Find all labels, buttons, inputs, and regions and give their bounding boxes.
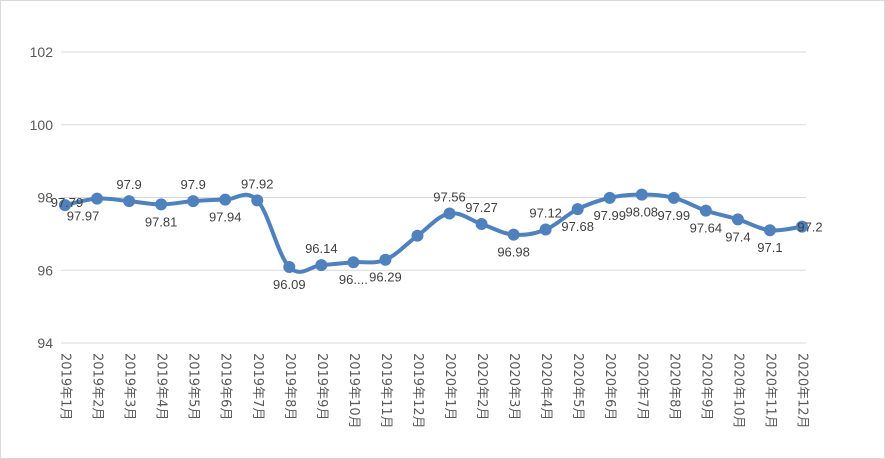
y-tick-label: 98 [37, 190, 53, 206]
data-label: 97.79 [51, 195, 84, 210]
data-point [539, 223, 552, 236]
x-tick-label: 2020年8月 [666, 353, 681, 420]
data-point [155, 198, 168, 211]
data-point [571, 203, 584, 216]
x-tick-label: 2020年12月 [795, 353, 810, 429]
data-label: 96.14 [305, 241, 338, 256]
data-label: 97.94 [209, 210, 242, 225]
data-point [667, 191, 680, 204]
data-label: 97.27 [465, 200, 498, 215]
x-tick-label: 2019年9月 [314, 353, 329, 420]
x-tick-label: 2019年6月 [218, 353, 233, 420]
x-tick-label: 2020年4月 [538, 353, 553, 420]
x-tick-label: 2019年7月 [250, 353, 265, 420]
x-tick-label: 2020年10月 [730, 353, 745, 429]
data-label: 96.29 [369, 270, 402, 285]
data-point [763, 224, 776, 237]
data-point [123, 195, 136, 208]
data-label: 97.56 [433, 190, 466, 205]
data-label: 97.4 [725, 229, 750, 244]
x-axis-ticks: 2019年1月 2019年2月 2019年3月 2019年4月 2019年5月 2019年… [58, 353, 810, 429]
data-point [251, 194, 264, 207]
data-label: 97.81 [145, 214, 178, 229]
x-tick-label: 2019年2月 [90, 353, 105, 420]
data-label: 96.... [339, 272, 368, 287]
y-tick-label: 94 [37, 335, 53, 351]
data-point [379, 253, 392, 266]
data-point [603, 191, 616, 204]
y-tick-label: 100 [30, 117, 54, 133]
data-point [219, 193, 232, 206]
x-tick-label: 2019年8月 [282, 353, 297, 420]
x-tick-label: 2020年2月 [474, 353, 489, 420]
data-point [796, 220, 808, 233]
data-label: 98.08 [626, 205, 659, 220]
data-label: 97.68 [561, 219, 594, 234]
x-tick-label: 2019年4月 [154, 353, 169, 420]
x-tick-label: 2019年11月 [378, 353, 393, 429]
data-point [443, 207, 456, 220]
data-label: 97.97 [67, 209, 100, 224]
x-tick-label: 2020年7月 [634, 353, 649, 420]
data-point [635, 188, 648, 201]
data-point [283, 260, 296, 273]
y-tick-label: 96 [37, 262, 53, 278]
x-tick-label: 2019年12月 [410, 353, 425, 429]
y-axis-ticks: 94 96 98 100 102 [30, 44, 54, 351]
data-label: 97.64 [690, 221, 723, 236]
data-label: 97.99 [593, 208, 626, 223]
x-tick-label: 2020年11月 [762, 353, 777, 429]
data-label: 97.92 [241, 176, 274, 191]
data-point [475, 218, 488, 231]
data-point [91, 192, 104, 205]
y-tick-label: 102 [30, 44, 54, 60]
data-point [507, 228, 520, 241]
data-label: 97.9 [116, 177, 141, 192]
data-points [59, 188, 808, 273]
x-tick-label: 2020年9月 [698, 353, 713, 420]
data-point [699, 204, 712, 217]
data-label: 96.09 [273, 277, 306, 292]
data-point [187, 195, 200, 208]
x-tick-label: 2019年5月 [186, 353, 201, 420]
data-label: 97.1 [757, 240, 782, 255]
data-point [411, 229, 424, 242]
data-label: 96.98 [497, 245, 530, 260]
data-point [59, 199, 71, 212]
x-tick-label: 2020年6月 [602, 353, 617, 420]
x-tick-label: 2020年5月 [570, 353, 585, 420]
x-tick-label: 2020年3月 [506, 353, 521, 420]
data-point [315, 259, 328, 272]
x-tick-label: 2020年1月 [442, 353, 457, 420]
data-label: 97.9 [181, 177, 206, 192]
x-tick-label: 2019年1月 [58, 353, 73, 420]
data-point [731, 213, 744, 226]
data-label: 97.12 [529, 206, 562, 221]
x-tick-label: 2019年3月 [122, 353, 137, 420]
gridlines [61, 51, 806, 344]
data-point [347, 256, 360, 269]
data-label: 97.99 [658, 208, 691, 223]
x-tick-label: 2019年10月 [346, 353, 361, 429]
data-label: 97.2 [797, 220, 822, 235]
